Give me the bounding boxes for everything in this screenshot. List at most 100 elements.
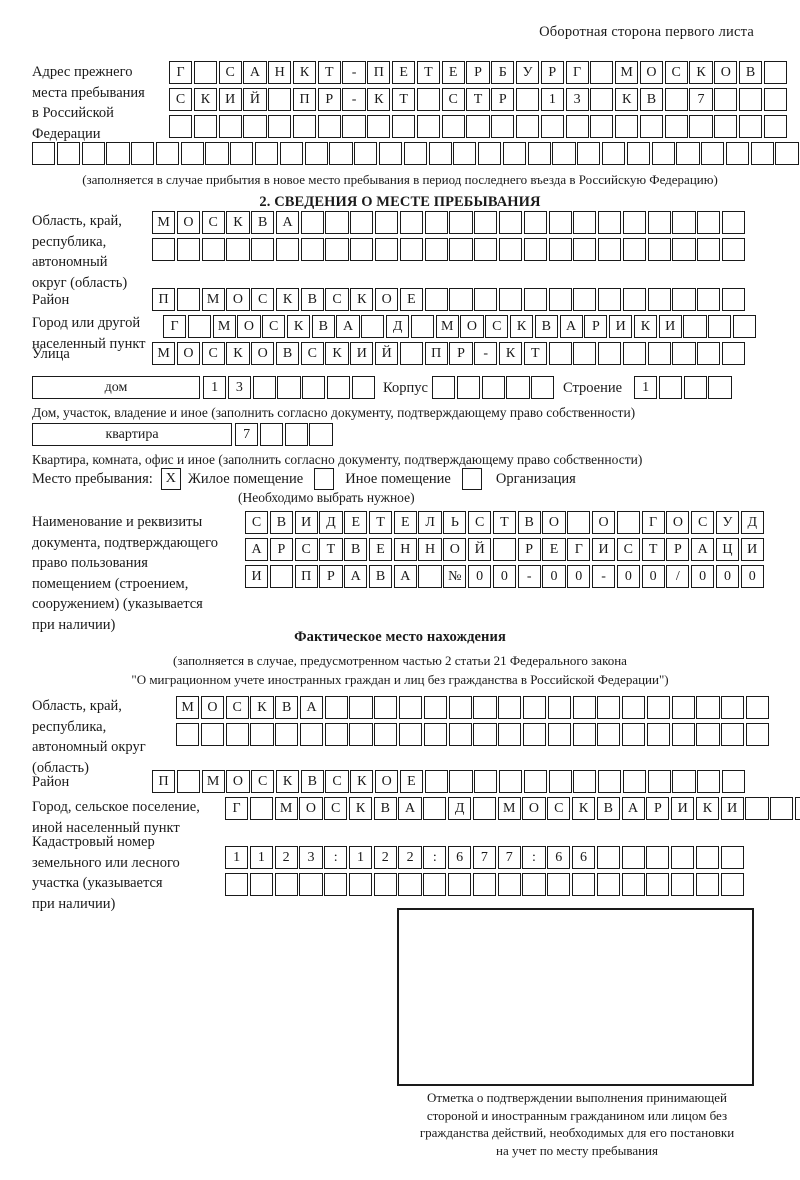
document-r2-cell-21[interactable]: И — [740, 538, 764, 562]
prev-address-r4-cell-9[interactable] — [230, 142, 254, 166]
actual-district-cell-21[interactable] — [647, 770, 671, 794]
actual-region-r2-cell-12[interactable] — [448, 723, 472, 747]
document-r1-cell-17[interactable]: Г — [641, 511, 665, 535]
document-r2-cell-19[interactable]: А — [691, 538, 715, 562]
document-r3-cell-21[interactable]: 0 — [740, 565, 764, 589]
document-r2-cell-14[interactable]: Г — [567, 538, 591, 562]
cadastral-r2-cell-12[interactable] — [497, 873, 521, 897]
prev-address-r4-cell-22[interactable] — [552, 142, 576, 166]
actual-city-cell-8[interactable]: А — [398, 797, 422, 821]
prev-address-r1-cell-11[interactable]: Т — [416, 61, 440, 85]
section2-region-r1-cell-3[interactable]: С — [201, 211, 225, 235]
document-r3-cell-17[interactable]: 0 — [641, 565, 665, 589]
document-r1-cell-7[interactable]: Е — [393, 511, 417, 535]
document-r3-cell-13[interactable]: 0 — [542, 565, 566, 589]
prev-address-r3-cell-19[interactable] — [615, 115, 639, 139]
prev-address-r4-cell-7[interactable] — [180, 142, 204, 166]
section2-district-cell-13[interactable] — [449, 288, 473, 312]
actual-district-cell-4[interactable]: О — [226, 770, 250, 794]
prev-address-r4-cell-20[interactable] — [502, 142, 527, 166]
document-r2-cell-20[interactable]: Ц — [715, 538, 740, 562]
section2-region-r1-cell-1[interactable]: М — [152, 211, 176, 235]
prev-address-r1-cell-14[interactable]: Б — [491, 61, 515, 85]
prev-address-r4-cell-23[interactable] — [577, 142, 601, 166]
actual-region-r2-cell-17[interactable] — [572, 723, 596, 747]
section2-city-cell-3[interactable]: М — [212, 315, 236, 339]
actual-region-r1-cell-15[interactable] — [522, 696, 547, 720]
prev-address-r4-cell-31[interactable] — [775, 142, 799, 166]
prev-address-r1-cell-5[interactable]: Н — [268, 61, 292, 85]
section2-region-r2-cell-22[interactable] — [672, 238, 696, 262]
section2-region-r2-cell-17[interactable] — [548, 238, 572, 262]
prev-address-r1-cell-13[interactable]: Р — [466, 61, 490, 85]
document-r2-cell-13[interactable]: Е — [542, 538, 566, 562]
actual-district-cell-23[interactable] — [697, 770, 721, 794]
prev-address-r2-cell-19[interactable]: К — [615, 88, 639, 112]
prev-address-r3-cell-12[interactable] — [441, 115, 465, 139]
cadastral-r2-cell-17[interactable] — [621, 873, 645, 897]
actual-region-r2-cell-24[interactable] — [745, 723, 770, 747]
prev-address-r2-cell-14[interactable]: Р — [491, 88, 515, 112]
actual-region-r2-cell-19[interactable] — [622, 723, 646, 747]
document-r3-cell-5[interactable]: А — [344, 565, 368, 589]
actual-region-r1-cell-6[interactable]: А — [299, 696, 324, 720]
prev-address-r4-cell-4[interactable] — [106, 142, 130, 166]
prev-address-r1-cell-12[interactable]: Е — [441, 61, 465, 85]
section2-city-cell-23[interactable] — [708, 315, 732, 339]
prev-address-r4-cell-25[interactable] — [626, 142, 650, 166]
section2-region-r1-cell-22[interactable] — [672, 211, 696, 235]
document-r3-cell-1[interactable]: И — [245, 565, 269, 589]
actual-region-r2-cell-5[interactable] — [275, 723, 299, 747]
section2-region-r1-cell-10[interactable] — [375, 211, 399, 235]
flat-cell-4[interactable] — [309, 423, 333, 447]
document-r2-cell-16[interactable]: С — [616, 538, 640, 562]
actual-city-cell-15[interactable]: К — [571, 797, 596, 821]
document-r1-cell-21[interactable]: Д — [740, 511, 764, 535]
actual-district-cell-5[interactable]: С — [251, 770, 275, 794]
actual-city-cell-20[interactable]: К — [695, 797, 720, 821]
document-r3-cell-19[interactable]: 0 — [691, 565, 715, 589]
section2-street-cell-5[interactable]: О — [251, 342, 275, 366]
cadastral-r2-cell-10[interactable] — [448, 873, 472, 897]
document-r2-cell-4[interactable]: Т — [319, 538, 343, 562]
house-cell-7[interactable] — [351, 376, 375, 400]
section2-district-cell-6[interactable]: К — [275, 288, 300, 312]
prev-address-r2-cell-16[interactable]: 1 — [540, 88, 564, 112]
actual-region-r2-cell-4[interactable] — [250, 723, 274, 747]
actual-region-r2-cell-13[interactable] — [473, 723, 497, 747]
prev-address-r3-cell-17[interactable] — [565, 115, 589, 139]
actual-region-r1-cell-7[interactable] — [324, 696, 348, 720]
document-r2-cell-11[interactable] — [492, 538, 516, 562]
cadastral-r1-cell-4[interactable]: 3 — [299, 846, 323, 870]
section2-district-cell-12[interactable] — [424, 288, 448, 312]
actual-city-cell-16[interactable]: В — [596, 797, 620, 821]
section2-region-r1-cell-20[interactable] — [622, 211, 647, 235]
cadastral-r2-cell-13[interactable] — [522, 873, 546, 897]
document-r1-cell-1[interactable]: С — [245, 511, 269, 535]
document-r1-cell-11[interactable]: Т — [492, 511, 516, 535]
document-r2-cell-17[interactable]: Т — [641, 538, 665, 562]
actual-region-r1-cell-14[interactable] — [498, 696, 522, 720]
cadastral-r1-cell-1[interactable]: 1 — [225, 846, 249, 870]
document-r3-cell-7[interactable]: А — [393, 565, 417, 589]
section2-street-cell-9[interactable]: И — [350, 342, 374, 366]
prev-address-r2-cell-9[interactable]: К — [367, 88, 391, 112]
prev-address-r4-cell-19[interactable] — [478, 142, 502, 166]
section2-district-cell-15[interactable] — [498, 288, 523, 312]
document-r3-cell-12[interactable]: - — [517, 565, 541, 589]
section2-district-cell-3[interactable]: М — [201, 288, 225, 312]
actual-region-r1-cell-8[interactable] — [349, 696, 373, 720]
section2-district-cell-1[interactable]: П — [152, 288, 176, 312]
document-r1-cell-18[interactable]: О — [666, 511, 690, 535]
section2-region-r1-cell-21[interactable] — [647, 211, 671, 235]
actual-city-cell-21[interactable]: И — [720, 797, 744, 821]
actual-district-cell-2[interactable] — [176, 770, 200, 794]
actual-city-cell-7[interactable]: В — [373, 797, 397, 821]
actual-district-cell-15[interactable] — [498, 770, 523, 794]
section2-city-cell-11[interactable] — [410, 315, 434, 339]
prev-address-r3-cell-3[interactable] — [218, 115, 242, 139]
